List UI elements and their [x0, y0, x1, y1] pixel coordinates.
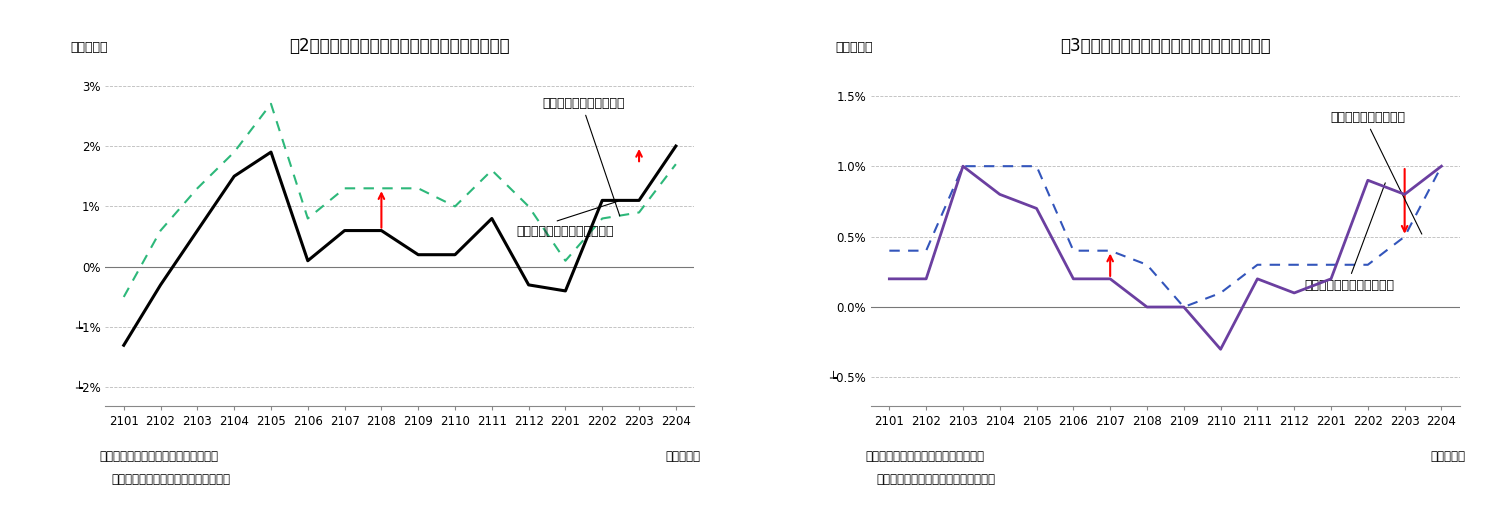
Text: （注）断層調整後は筆者による試算値: （注）断層調整後は筆者による試算値 — [865, 449, 984, 463]
Text: （年・月）: （年・月） — [665, 449, 700, 463]
Text: （注）断層調整後は筆者による試算値: （注）断層調整後は筆者による試算値 — [99, 449, 218, 463]
Title: 噣3　断層調整済の賌金上昇率（所定内給与）: 噣3 断層調整済の賌金上昇率（所定内給与） — [1060, 37, 1270, 55]
Text: 公表値（現金給与総額）: 公表値（現金給与総額） — [543, 97, 625, 216]
Text: （前年比）: （前年比） — [71, 41, 107, 54]
Text: 断層調整後（所定内給与）: 断層調整後（所定内給与） — [1305, 183, 1395, 292]
Text: 公表値（所定内給与）: 公表値（所定内給与） — [1330, 111, 1422, 234]
Text: （資料）厄生労働省「毎月勤労統計」: （資料）厄生労働省「毎月勤労統計」 — [111, 473, 230, 486]
Text: （前年比）: （前年比） — [835, 41, 873, 54]
Text: 断層調整後（現金給与総額）: 断層調整後（現金給与総額） — [516, 201, 619, 238]
Text: （年・月）: （年・月） — [1431, 449, 1466, 463]
Text: （資料）厄生労働省「毎月勤労統計」: （資料）厄生労働省「毎月勤労統計」 — [877, 473, 996, 486]
Title: 噣2　断層調整済の賌金上昇率（現金給与総額）: 噣2 断層調整済の賌金上昇率（現金給与総額） — [289, 37, 510, 55]
